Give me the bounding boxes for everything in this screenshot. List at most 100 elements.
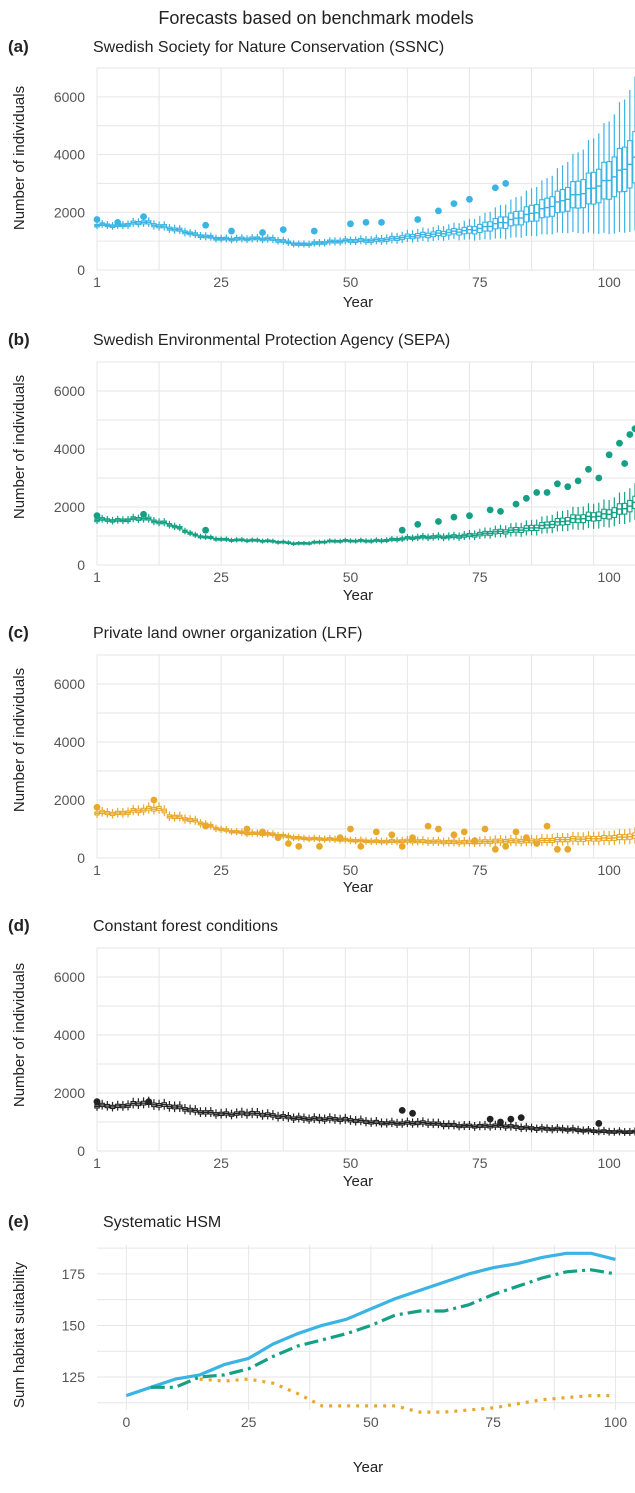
observed-point xyxy=(471,837,479,844)
observed-point xyxy=(626,431,634,438)
y-tick-label: 125 xyxy=(62,1369,86,1385)
x-tick-label: 50 xyxy=(343,862,359,878)
observed-point xyxy=(378,218,385,226)
y-tick-label: 4000 xyxy=(54,1027,85,1043)
observed-point xyxy=(435,207,442,215)
observed-point xyxy=(460,828,468,836)
panel-a-plot: 0 2000 4000 6000 1 25 50 75 100 xyxy=(54,67,635,290)
observed-point xyxy=(512,500,520,508)
observed-point xyxy=(150,796,158,804)
y-tick-label: 4000 xyxy=(54,147,85,163)
observed-point xyxy=(336,834,344,842)
x-tick-label: 75 xyxy=(472,274,488,290)
x-tick-label: 25 xyxy=(213,274,229,290)
observed-point xyxy=(512,828,520,836)
panel-d-subtitle: Constant forest conditions xyxy=(93,918,278,935)
observed-point xyxy=(357,843,365,850)
x-tick-label: 25 xyxy=(213,1155,229,1171)
x-tick-label: 50 xyxy=(343,274,359,290)
x-tick-label: 100 xyxy=(597,274,621,290)
panel-b: (b) Swedish Environmental Protection Age… xyxy=(8,330,635,604)
panel-d: (d) Constant forest conditions Number of… xyxy=(8,916,635,1190)
observed-points xyxy=(93,796,572,853)
panel-a-subtitle: Swedish Society for Nature Conservation … xyxy=(93,39,444,56)
observed-point xyxy=(414,521,422,528)
panel-a-ylabel: Number of individuals xyxy=(11,86,28,230)
observed-point xyxy=(450,513,458,521)
observed-point xyxy=(517,1114,525,1122)
x-tick-label: 50 xyxy=(343,1155,359,1171)
panel-b-plot: 0 2000 4000 6000 1 25 50 75 100 xyxy=(54,361,635,585)
x-tick-label: 100 xyxy=(604,1414,628,1430)
observed-point xyxy=(533,840,541,847)
observed-point xyxy=(497,1118,504,1126)
panel-a: (a) Swedish Society for Nature Conservat… xyxy=(8,37,635,311)
observed-point xyxy=(522,494,530,502)
observed-point xyxy=(543,489,551,496)
x-tick-label: 75 xyxy=(472,569,488,585)
observed-point xyxy=(502,843,510,850)
observed-point xyxy=(450,200,458,208)
panel-e-subtitle: Systematic HSM xyxy=(103,1214,221,1231)
observed-point xyxy=(372,828,380,836)
series-line-1 xyxy=(125,1251,616,1398)
y-tick-label: 6000 xyxy=(54,676,85,692)
observed-point xyxy=(228,227,235,235)
observed-point xyxy=(564,483,572,491)
observed-points xyxy=(93,1098,603,1127)
x-tick-label: 25 xyxy=(213,862,229,878)
y-tick-label: 4000 xyxy=(54,441,85,457)
x-tick-label: 75 xyxy=(472,1155,488,1171)
observed-point xyxy=(259,229,266,236)
x-tick-label: 25 xyxy=(213,569,229,585)
panel-c: (c) Private land owner organization (LRF… xyxy=(8,623,635,896)
observed-point xyxy=(595,1120,603,1127)
observed-point xyxy=(435,518,442,525)
panel-d-xlabel: Year xyxy=(343,1173,373,1190)
panel-b-ylabel: Number of individuals xyxy=(11,375,28,519)
x-tick-label: 75 xyxy=(485,1414,501,1430)
observed-point xyxy=(285,840,292,847)
observed-point xyxy=(140,510,147,518)
observed-point xyxy=(466,195,473,203)
observed-point xyxy=(347,220,354,228)
observed-point xyxy=(316,843,323,850)
panel-e-xlabel: Year xyxy=(353,1459,383,1476)
observed-point xyxy=(435,825,442,833)
panel-e-plot: 125 150 175 0 25 50 75 100 xyxy=(62,1245,635,1430)
x-tick-label: 1 xyxy=(93,1155,101,1171)
boxplot-series xyxy=(94,802,635,847)
x-tick-label: 50 xyxy=(363,1414,379,1430)
x-tick-label: 1 xyxy=(93,862,101,878)
observed-point xyxy=(398,843,406,850)
panel-c-subtitle: Private land owner organization (LRF) xyxy=(93,625,362,642)
observed-point xyxy=(414,216,422,223)
x-tick-label: 1 xyxy=(93,274,101,290)
observed-point xyxy=(621,460,629,467)
x-tick-label: 50 xyxy=(343,569,359,585)
y-tick-label: 2000 xyxy=(54,204,85,220)
y-tick-label: 0 xyxy=(77,557,85,573)
y-tick-label: 0 xyxy=(77,1143,85,1159)
observed-point xyxy=(543,822,551,830)
observed-point xyxy=(486,506,494,514)
observed-point xyxy=(202,221,210,229)
panel-e-letter: (e) xyxy=(8,1212,29,1231)
y-tick-label: 4000 xyxy=(54,734,85,750)
observed-point xyxy=(507,1115,515,1123)
observed-point xyxy=(93,803,101,811)
observed-point xyxy=(585,465,592,473)
observed-point xyxy=(93,512,101,520)
y-tick-label: 2000 xyxy=(54,792,85,808)
observed-point xyxy=(93,216,101,223)
panel-e: (e) Systematic HSM Sum habitat suitabili… xyxy=(8,1212,635,1476)
observed-point xyxy=(533,489,541,496)
y-tick-label: 6000 xyxy=(54,383,85,399)
y-tick-label: 2000 xyxy=(54,499,85,515)
y-tick-label: 0 xyxy=(77,262,85,278)
y-tick-label: 6000 xyxy=(54,969,85,985)
panel-a-letter: (a) xyxy=(8,37,29,56)
y-tick-label: 2000 xyxy=(54,1085,85,1101)
observed-point xyxy=(202,526,210,534)
x-tick-label: 25 xyxy=(241,1414,257,1430)
